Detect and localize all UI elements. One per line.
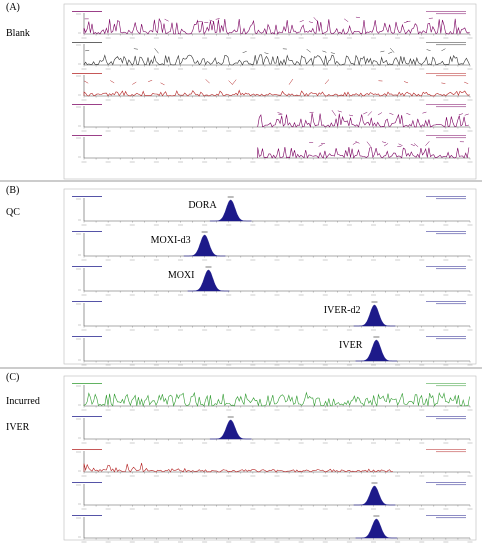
peak-label-mark <box>458 113 463 115</box>
panel-a-side-label: Blank <box>6 28 30 39</box>
peak-label-mark <box>355 16 360 19</box>
peak-label-mark <box>231 79 237 85</box>
peak-label-mark <box>422 111 427 114</box>
panel-frame <box>63 188 477 365</box>
panel-c-side-label-line1: Incurred <box>6 396 40 407</box>
chromatogram-peak <box>355 339 398 362</box>
noise-trace <box>83 54 470 67</box>
peak-label-mark <box>133 48 138 50</box>
panel-frame <box>63 3 477 180</box>
peak-label-mark <box>367 111 372 116</box>
peak-label-mark <box>320 142 326 145</box>
peak-label-mark <box>205 79 210 84</box>
peak-label-mark <box>406 113 411 115</box>
peak-label-mark <box>164 18 169 22</box>
peak-label-mark <box>410 144 415 147</box>
peak-label-mark <box>425 141 430 146</box>
noise-trace <box>257 146 470 159</box>
peak-label-mark <box>209 19 214 22</box>
chromatogram-peak <box>353 304 396 327</box>
panel-b-label: (B) <box>6 185 20 196</box>
peak-label-mark <box>380 50 385 53</box>
peak-label-mark <box>308 21 314 24</box>
peak-label-mark <box>84 80 89 84</box>
peak-label-mark <box>389 112 394 115</box>
compound-label: IVER-d2 <box>324 305 361 316</box>
peak-label-mark <box>352 141 358 145</box>
compound-label: IVER <box>339 340 363 351</box>
peak-label-mark <box>318 144 323 147</box>
noise-trace <box>83 462 393 473</box>
peak-label-mark <box>110 80 115 84</box>
peak-label-mark <box>330 52 335 54</box>
peak-label-mark <box>348 114 354 117</box>
peak-label-mark <box>355 141 360 144</box>
compound-label: MOXI <box>168 270 195 281</box>
peak-label-mark <box>383 143 389 147</box>
peak-label-mark <box>388 51 393 54</box>
peak-label-mark <box>132 81 137 85</box>
chromatogram-peak <box>209 199 252 222</box>
peak-label-mark <box>337 110 342 113</box>
panel-frame <box>63 375 477 541</box>
peak-label-mark <box>377 112 383 116</box>
peak-label-mark <box>331 109 337 116</box>
peak-label-mark <box>299 20 304 23</box>
peak-label-mark <box>389 47 395 53</box>
peak-label-mark <box>344 18 349 22</box>
panel-c-side-label-line2: IVER <box>6 422 30 433</box>
peak-label-mark <box>441 82 446 84</box>
noise-trace <box>83 18 470 35</box>
peak-label-mark <box>148 80 153 82</box>
peak-label-mark <box>426 49 431 51</box>
peak-label-mark <box>413 143 419 148</box>
noise-trace <box>257 112 469 128</box>
peak-label-mark <box>322 50 327 53</box>
peak-label-mark <box>306 48 311 53</box>
panel-a-label: (A) <box>6 2 20 13</box>
compound-label: DORA <box>188 200 217 211</box>
peak-label-mark <box>382 141 387 144</box>
compound-label: MOXI-d3 <box>151 235 191 246</box>
peak-label-mark <box>85 49 90 52</box>
peak-label-mark <box>160 82 165 86</box>
peak-label-mark <box>403 81 409 84</box>
noise-trace <box>83 391 470 408</box>
peak-label-mark <box>464 113 469 116</box>
chromatogram-peak <box>209 419 252 440</box>
chromatogram-peak <box>183 234 226 257</box>
peak-label-mark <box>366 141 372 147</box>
peak-label-mark <box>215 18 220 20</box>
chromatogram-peak <box>353 485 396 506</box>
panel-b-side-label: QC <box>6 207 20 218</box>
peak-label-mark <box>403 21 408 24</box>
panel-c-label: (C) <box>6 372 20 383</box>
peak-label-mark <box>464 81 469 84</box>
peak-label-mark <box>242 51 247 54</box>
noise-trace <box>83 89 470 97</box>
peak-label-mark <box>277 112 282 114</box>
chromatogram-peak <box>355 518 398 539</box>
peak-label-mark <box>313 17 318 22</box>
peak-label-mark <box>398 143 403 146</box>
chromatogram-peak <box>187 269 230 292</box>
peak-label-mark <box>264 52 269 55</box>
peak-label-mark <box>324 79 330 85</box>
peak-label-mark <box>288 78 294 85</box>
peak-label-mark <box>363 111 368 115</box>
peak-label-mark <box>228 80 233 85</box>
peak-label-mark <box>441 48 446 52</box>
peak-label-mark <box>154 48 159 54</box>
